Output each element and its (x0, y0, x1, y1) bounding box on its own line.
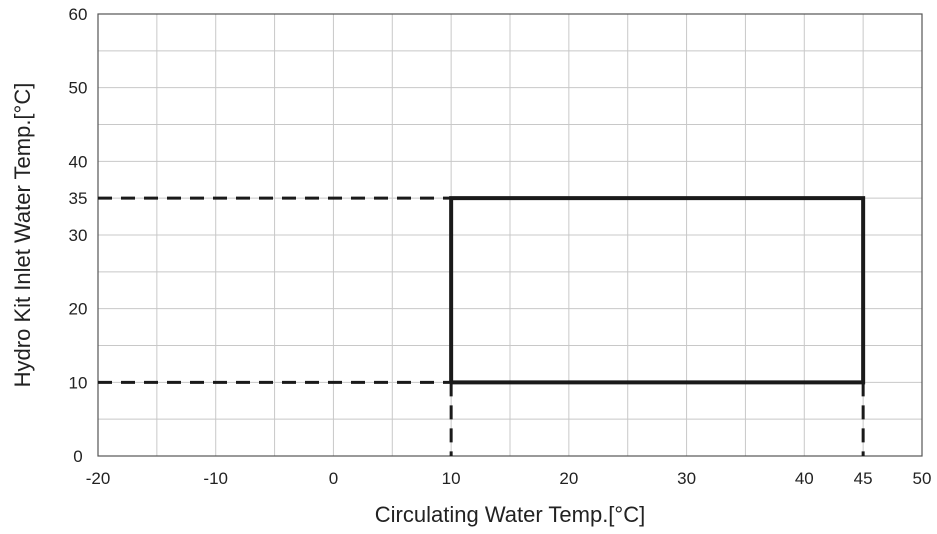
y-tick-labels: 0 10 20 30 35 40 50 60 (69, 5, 88, 466)
x-tick-labels: -20 -10 0 10 20 30 40 45 50 (86, 469, 932, 488)
y-tick-label: 30 (69, 226, 88, 245)
x-tick-label: -10 (203, 469, 228, 488)
y-axis-title: Hydro Kit Inlet Water Temp.[°C] (10, 83, 35, 388)
plot-frame (97, 13, 923, 457)
y-tick-label: 35 (69, 189, 88, 208)
x-tick-label: -20 (86, 469, 111, 488)
reference-lines (98, 196, 865, 456)
x-tick-label: 0 (329, 469, 338, 488)
x-tick-label: 50 (913, 469, 932, 488)
operating-range-outline (449, 196, 866, 385)
y-tick-label: 20 (69, 300, 88, 319)
y-tick-label: 0 (73, 447, 82, 466)
series-lines (449, 196, 866, 385)
x-axis-title: Circulating Water Temp.[°C] (375, 502, 645, 527)
y-tick-label: 60 (69, 5, 88, 24)
x-tick-label: 40 (795, 469, 814, 488)
x-tick-label: 30 (677, 469, 696, 488)
y-tick-label: 40 (69, 152, 88, 171)
grid (98, 14, 922, 456)
x-tick-label: 10 (442, 469, 461, 488)
x-tick-label: 20 (559, 469, 578, 488)
x-tick-label: 45 (854, 469, 873, 488)
y-tick-label: 50 (69, 79, 88, 98)
y-tick-label: 10 (69, 373, 88, 392)
